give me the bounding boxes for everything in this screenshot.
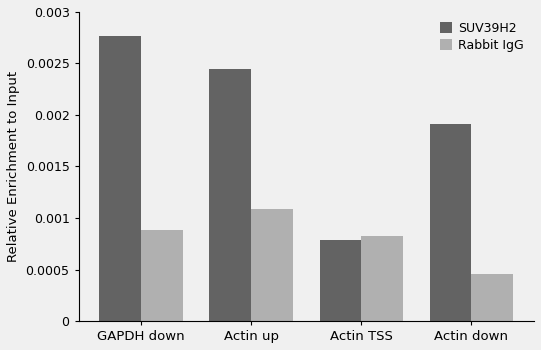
Bar: [141, 230, 183, 321]
Bar: [430, 124, 472, 321]
Bar: [99, 36, 141, 321]
Y-axis label: Relative Enrichment to Input: Relative Enrichment to Input: [7, 71, 20, 262]
Bar: [320, 240, 361, 321]
Bar: [251, 209, 293, 321]
Legend: SUV39H2, Rabbit IgG: SUV39H2, Rabbit IgG: [436, 18, 528, 55]
Bar: [472, 274, 513, 321]
Bar: [209, 69, 251, 321]
Bar: [361, 236, 403, 321]
